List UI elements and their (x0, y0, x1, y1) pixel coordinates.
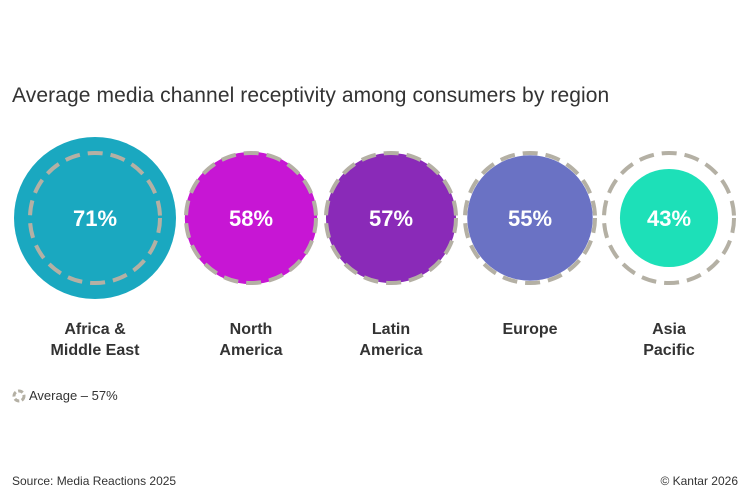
average-ring-icon (12, 389, 26, 402)
value-label-europe: 55% (508, 206, 552, 231)
average-ring-north-america (183, 150, 319, 286)
value-label-asia-pacific: 43% (647, 206, 691, 231)
category-label-asia-pacific: Asia (652, 321, 686, 338)
category-label-north-america: America (219, 342, 282, 359)
category-label-north-america: North (230, 321, 273, 338)
category-label-latin-america: Latin (372, 321, 410, 338)
bubble-chart: 71% Africa & Middle East 58% North America 57%… (14, 137, 737, 359)
category-label-africa-middle-east: Africa & (64, 321, 126, 338)
bubble-africa-middle-east (14, 137, 176, 299)
bubble-latin-america (325, 152, 457, 284)
bubble-asia-pacific (619, 168, 719, 268)
average-ring-asia-pacific (601, 150, 737, 286)
average-ring-latin-america (323, 150, 459, 286)
copyright-note: © Kantar 2026 (660, 474, 738, 488)
value-label-north-america: 58% (229, 206, 273, 231)
average-ring-africa-middle-east (27, 150, 163, 286)
source-note: Source: Media Reactions 2025 (12, 474, 177, 488)
category-label-asia-pacific: Pacific (643, 342, 695, 359)
value-label-africa-middle-east: 71% (73, 206, 117, 231)
legend: Average – 57% (12, 388, 118, 403)
category-label-africa-middle-east: Middle East (51, 342, 141, 359)
chart-title: Average media channel receptivity among … (12, 84, 610, 107)
bubble-north-america (184, 151, 318, 285)
category-label-latin-america: America (359, 342, 422, 359)
legend-label: Average – 57% (29, 388, 118, 403)
category-label-europe: Europe (502, 321, 557, 338)
average-ring-europe (462, 150, 598, 286)
value-label-latin-america: 57% (369, 206, 413, 231)
bubble-europe (467, 155, 593, 281)
